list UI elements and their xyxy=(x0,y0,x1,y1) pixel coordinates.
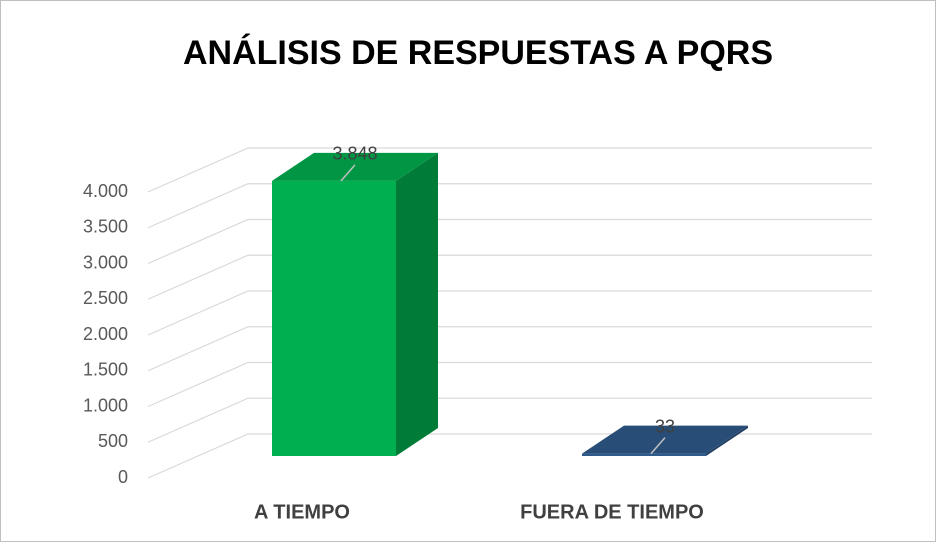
bar-side xyxy=(706,425,748,456)
bar-front xyxy=(582,453,706,456)
value-label: 33 xyxy=(655,416,675,436)
y-tick-label: 1.500 xyxy=(83,360,128,380)
grid-line xyxy=(147,361,872,408)
grid-line xyxy=(147,254,872,300)
bar-front xyxy=(272,180,396,457)
y-tick-label: 1.000 xyxy=(83,395,128,415)
y-tick-label: 3.500 xyxy=(83,217,128,237)
leader-line xyxy=(340,164,356,182)
grid-line xyxy=(147,218,872,265)
grid-line xyxy=(147,397,872,443)
bar xyxy=(272,152,438,457)
x-tick-label: A TIEMPO xyxy=(254,501,350,523)
y-tick-label: 2.000 xyxy=(83,324,128,344)
grid-line xyxy=(147,290,872,336)
chart-title: ANÁLISIS DE RESPUESTAS A PQRS xyxy=(183,34,773,72)
x-tick-label: FUERA DE TIEMPO xyxy=(520,501,704,523)
y-tick-label: 500 xyxy=(98,431,128,451)
bar xyxy=(582,425,748,456)
y-tick-label: 2.500 xyxy=(83,288,128,308)
leader-line xyxy=(650,437,666,455)
grid-line xyxy=(147,147,872,193)
bar-side xyxy=(396,152,438,457)
bar-top xyxy=(272,152,438,181)
y-tick-label: 0 xyxy=(118,467,128,487)
y-tick-label: 3.000 xyxy=(83,252,128,272)
value-label: 3.848 xyxy=(332,144,377,164)
grid-line xyxy=(147,183,872,229)
y-tick-label: 4.000 xyxy=(83,181,128,201)
grid-line xyxy=(147,326,872,372)
bar-top xyxy=(582,425,748,454)
